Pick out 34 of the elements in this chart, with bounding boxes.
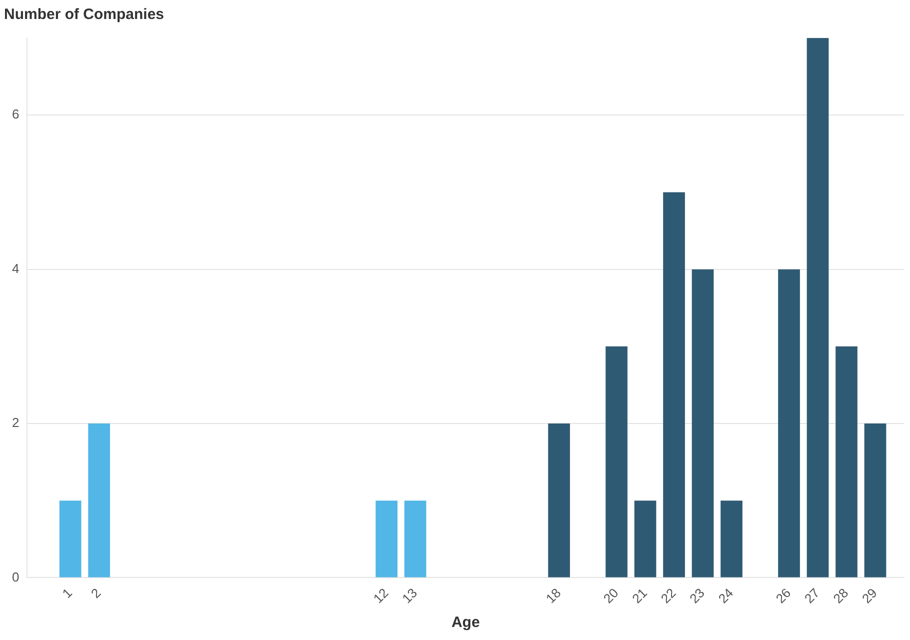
x-tick-label: 22 — [658, 585, 679, 606]
bar — [376, 500, 398, 578]
bar — [864, 424, 886, 578]
bar — [59, 500, 82, 578]
bar — [836, 346, 858, 578]
y-tick-label: 4 — [12, 260, 20, 276]
x-tick-label: 26 — [772, 585, 794, 606]
bar — [778, 269, 800, 578]
x-tick-label: 2 — [88, 585, 104, 602]
x-tick-label: 23 — [686, 585, 708, 606]
bar — [88, 424, 110, 578]
x-tick-label: 13 — [399, 585, 420, 606]
x-axis-title: Age — [451, 614, 480, 632]
bar — [634, 500, 656, 578]
x-tick-label: 1 — [59, 585, 75, 602]
y-tick-label: 0 — [12, 569, 20, 584]
bar — [806, 38, 829, 578]
x-tick-label: 29 — [859, 585, 880, 606]
bar — [548, 424, 570, 578]
x-tick-label: 21 — [629, 585, 650, 606]
y-tick-label: 6 — [12, 106, 20, 122]
y-tick-label: 2 — [12, 415, 20, 430]
x-tick-label: 28 — [830, 585, 852, 606]
bar — [404, 500, 426, 578]
x-tick-label: 24 — [715, 585, 736, 606]
bar — [663, 192, 685, 578]
y-axis-title: Number of Companies — [4, 6, 164, 24]
bar — [692, 269, 714, 578]
x-tick-label: 20 — [600, 585, 622, 606]
x-tick-label: 27 — [802, 585, 822, 606]
bar — [720, 500, 742, 578]
bar — [606, 346, 628, 578]
x-tick-label: 18 — [542, 585, 564, 606]
x-tick-label: 12 — [370, 585, 392, 606]
